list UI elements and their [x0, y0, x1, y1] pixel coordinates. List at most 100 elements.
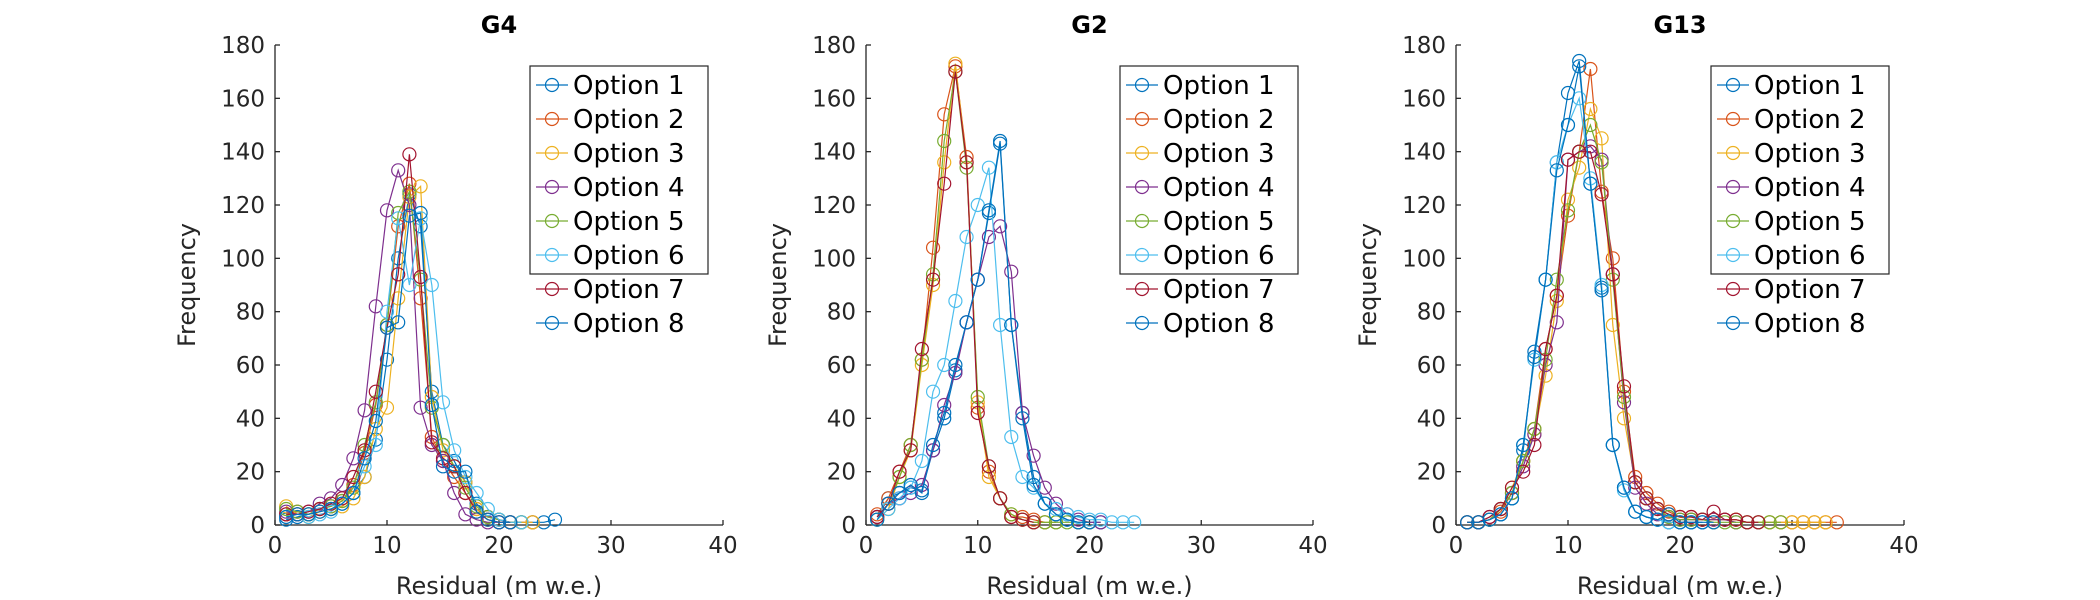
series-line	[286, 154, 511, 523]
y-tick-label: 120	[1402, 193, 1446, 219]
data-point	[1639, 491, 1654, 506]
data-point	[480, 512, 495, 527]
data-point	[948, 357, 963, 373]
legend-swatch-marker	[544, 213, 560, 229]
y-tick-label: 180	[1402, 33, 1446, 59]
data-point	[1560, 152, 1576, 167]
y-tick-label: 140	[1402, 140, 1446, 166]
y-tick-label: 120	[812, 193, 856, 219]
legend-swatch-marker	[544, 145, 560, 161]
legend-entry: Option 7	[573, 275, 685, 305]
data-point	[1605, 251, 1620, 266]
data-point	[925, 272, 941, 287]
data-point	[346, 451, 361, 466]
data-point	[1616, 411, 1632, 426]
data-point	[391, 291, 406, 306]
data-point	[413, 269, 428, 285]
y-tick-label: 120	[221, 193, 265, 219]
data-point	[1560, 203, 1576, 218]
legend-entry: Option 6	[573, 241, 685, 271]
data-point	[1493, 501, 1508, 517]
legend-entry: Option 8	[1163, 309, 1275, 339]
data-point	[981, 229, 997, 245]
y-tick-label: 20	[827, 460, 856, 486]
y-tick-label: 40	[827, 406, 856, 432]
data-point	[870, 512, 885, 527]
data-point	[1572, 160, 1587, 175]
data-point	[1104, 515, 1119, 530]
data-point	[948, 64, 963, 79]
data-point	[1684, 509, 1699, 525]
legend-swatch-marker	[544, 247, 560, 263]
data-point	[1127, 515, 1142, 530]
y-tick-label: 160	[1402, 86, 1446, 112]
data-point	[391, 267, 406, 282]
series-option-8	[1460, 59, 1721, 530]
y-tick-label: 100	[1402, 246, 1446, 272]
data-point	[1516, 437, 1531, 453]
data-point	[1594, 283, 1609, 298]
data-point	[948, 293, 963, 309]
legend: Option 1 Option 2 Option 3 Option 4 Option 5…	[1710, 65, 1890, 339]
data-point	[1026, 448, 1041, 463]
data-point	[937, 133, 952, 149]
data-point	[514, 515, 529, 530]
data-point	[1549, 288, 1564, 303]
legend-entry: Option 5	[1754, 207, 1866, 237]
data-point	[959, 155, 974, 170]
series-option-6	[279, 211, 529, 530]
legend-entry: Option 2	[1754, 105, 1866, 135]
data-point	[312, 496, 327, 511]
data-point	[279, 509, 294, 525]
y-tick-label: 0	[250, 513, 265, 539]
legend-swatch-marker	[1725, 145, 1741, 161]
legend-swatch-marker	[1725, 315, 1741, 331]
y-axis-label: Frequency	[764, 223, 792, 347]
data-point	[959, 229, 974, 245]
data-point	[903, 443, 918, 458]
data-point	[1516, 464, 1531, 479]
data-point	[368, 395, 383, 410]
data-point	[525, 515, 540, 530]
legend: Option 1 Option 2 Option 3 Option 4 Option 5…	[1119, 65, 1299, 339]
data-point	[379, 320, 395, 335]
series-option-3	[279, 179, 540, 530]
legend-box	[1710, 65, 1890, 275]
x-tick-label: 10	[1553, 533, 1582, 559]
data-point	[1037, 515, 1052, 530]
data-point	[1060, 512, 1075, 527]
data-point	[1004, 264, 1019, 279]
x-axis-label: Residual (m w.e.)	[396, 572, 602, 600]
series-line	[1467, 66, 1714, 523]
data-point	[435, 459, 451, 474]
data-point	[1829, 515, 1844, 530]
data-point	[402, 277, 417, 293]
y-tick-label: 100	[221, 246, 265, 272]
data-point	[1037, 496, 1052, 511]
y-tick-label: 40	[236, 406, 265, 432]
data-point	[970, 405, 985, 421]
data-point	[458, 507, 473, 522]
legend-entry: Option 2	[1163, 105, 1275, 135]
y-tick-label: 80	[827, 300, 856, 326]
data-point	[1026, 515, 1041, 530]
legend-swatch-marker	[1134, 281, 1150, 297]
y-tick-label: 160	[221, 86, 265, 112]
data-point	[1471, 515, 1486, 530]
series-line	[1467, 123, 1781, 523]
data-point	[981, 459, 997, 474]
data-point	[1706, 504, 1721, 519]
data-point	[992, 133, 1008, 149]
legend-swatch-marker	[544, 315, 560, 331]
data-point	[1616, 480, 1632, 495]
data-point	[1628, 504, 1643, 519]
data-point	[469, 504, 484, 519]
data-point	[1572, 144, 1587, 159]
data-point	[1684, 515, 1699, 530]
data-point	[1516, 453, 1531, 469]
legend-entry: Option 4	[1163, 173, 1275, 203]
x-tick-label: 0	[859, 533, 874, 559]
data-point	[368, 437, 383, 453]
y-tick-label: 140	[221, 140, 265, 166]
data-point	[323, 496, 339, 511]
